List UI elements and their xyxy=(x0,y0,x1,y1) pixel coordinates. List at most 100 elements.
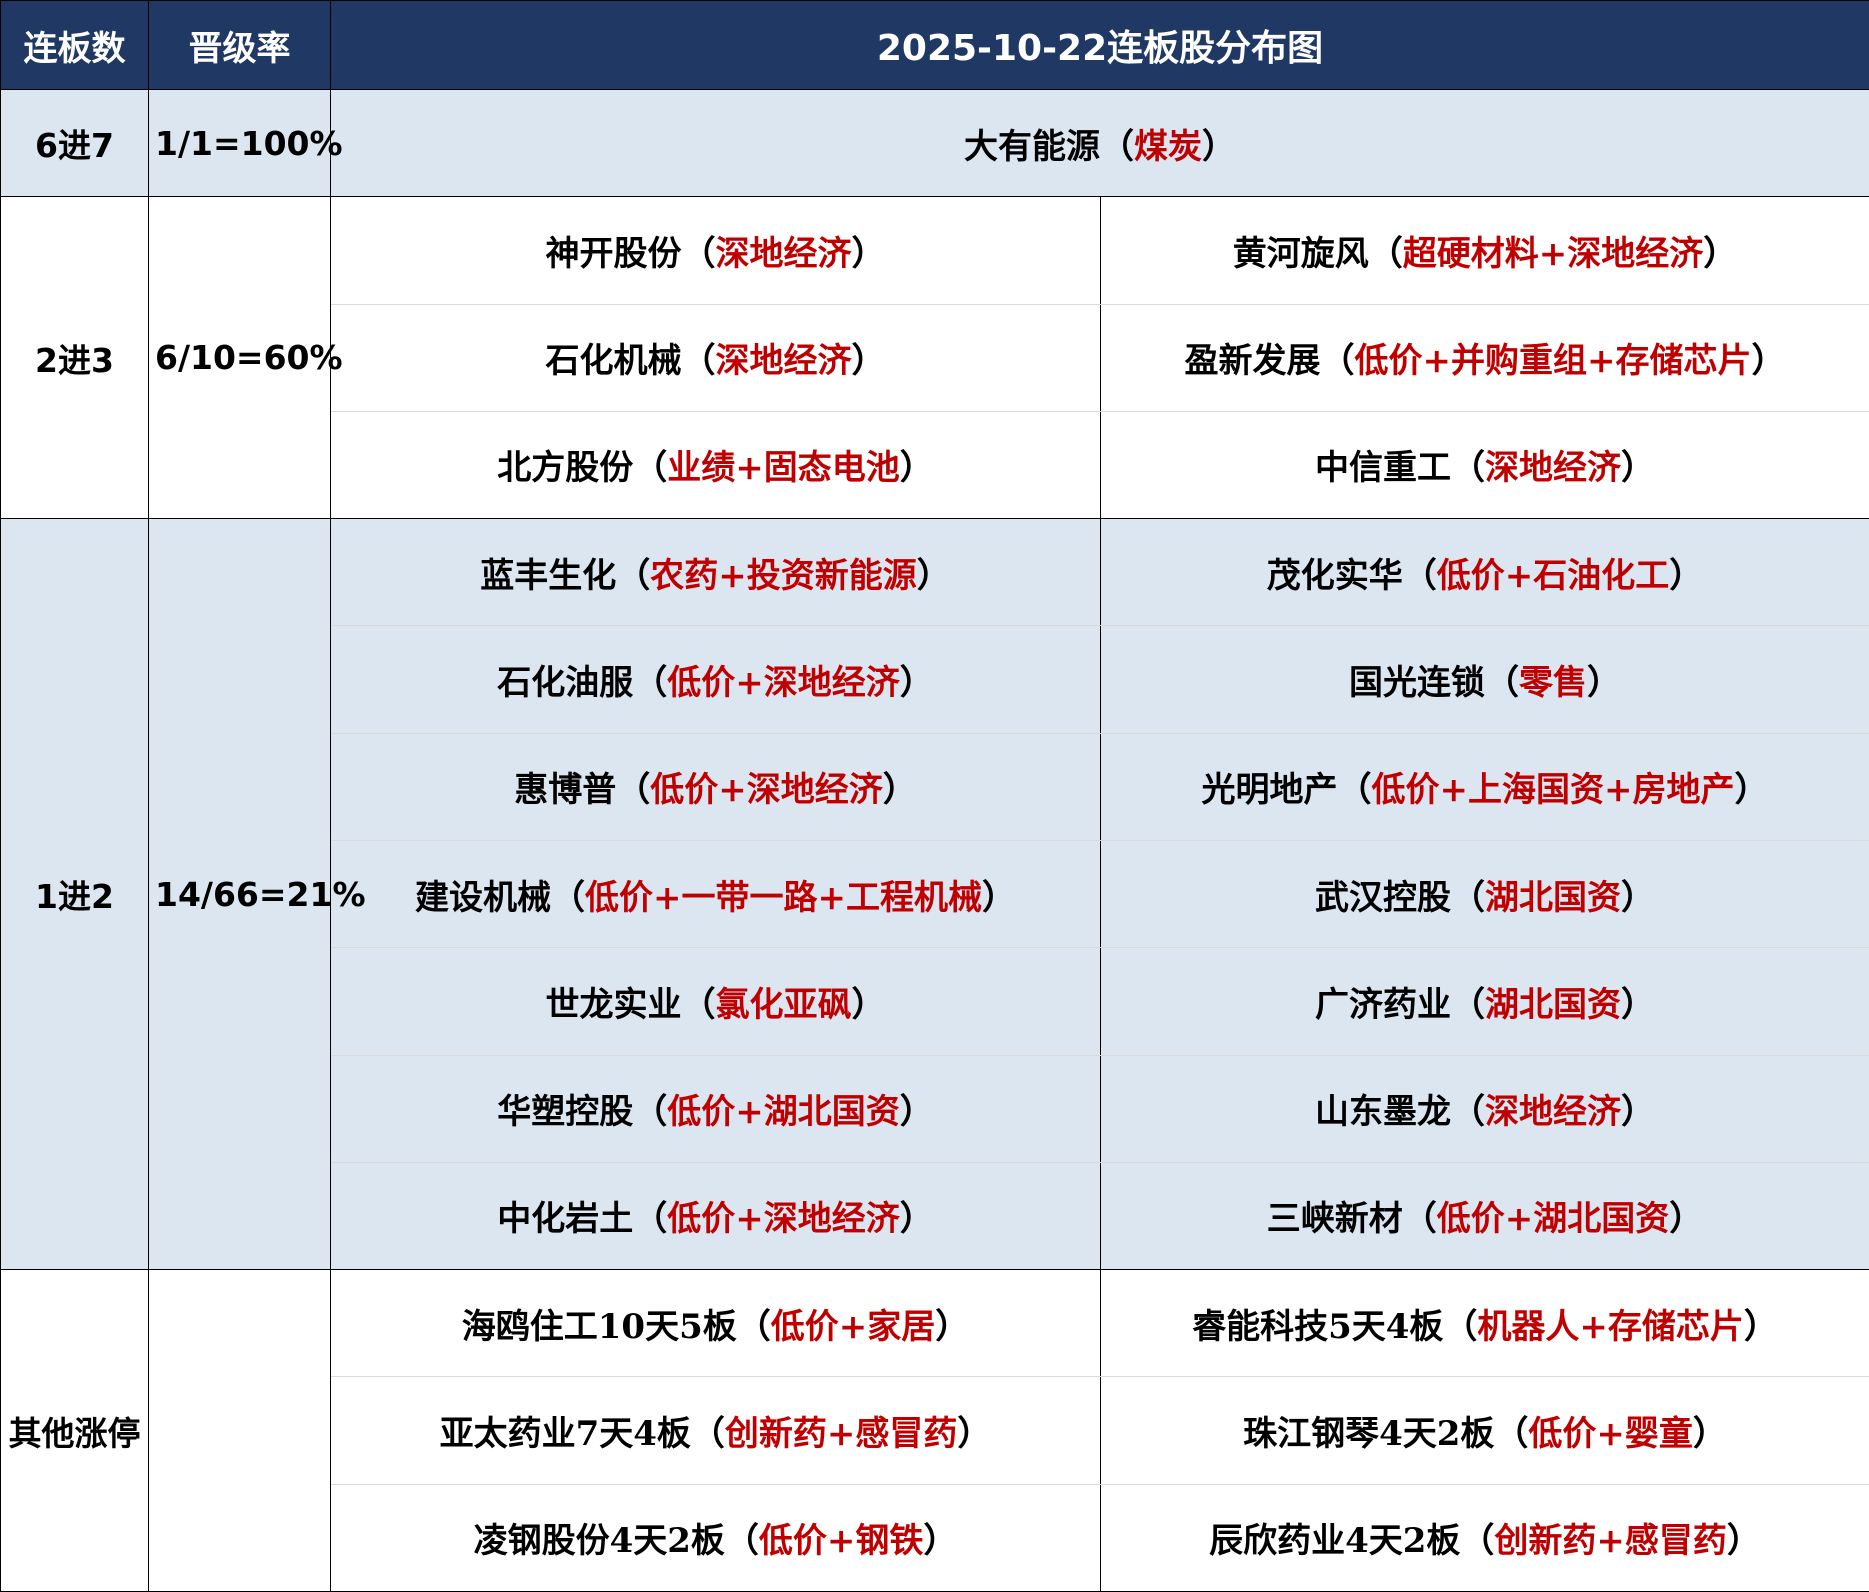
stock-cell-left[interactable]: 北方股份（业绩+固态电池） xyxy=(331,411,1101,518)
stock-tags: 农药+投资新能源 xyxy=(650,556,917,596)
stock-cell-right[interactable]: 三峡新材（低价+湖北国资） xyxy=(1101,1162,1869,1269)
stock-cell-left[interactable]: 建设机械（低价+一带一路+工程机械） xyxy=(331,840,1101,947)
stock-tags: 湖北国资 xyxy=(1485,878,1621,918)
stock-name: 亚太药业7天4板 xyxy=(440,1414,691,1454)
paren-open: （ xyxy=(691,1414,725,1454)
stock-cell-left[interactable]: 石化油服（低价+深地经济） xyxy=(331,626,1101,733)
stock-entry: 国光连锁（零售） xyxy=(1349,663,1621,703)
section-level-label: 2进3 xyxy=(35,341,114,380)
paren-close: ） xyxy=(852,234,886,274)
stock-tags: 低价+深地经济 xyxy=(667,663,900,703)
stock-entry: 光明地产（低价+上海国资+房地产） xyxy=(1202,770,1769,810)
section-rate-label: 1/1=100% xyxy=(155,124,343,163)
stock-tags: 深地经济 xyxy=(716,234,852,274)
paren-close: ） xyxy=(1744,1307,1778,1347)
stock-cell-left[interactable]: 海鸥住工10天5板（低价+家居） xyxy=(331,1270,1101,1377)
stock-entry: 北方股份（业绩+固态电池） xyxy=(497,448,934,488)
paren-close: ） xyxy=(900,663,934,703)
stock-cell-right[interactable]: 珠江钢琴4天2板（低价+婴童） xyxy=(1101,1377,1869,1484)
stock-cell-right[interactable]: 茂化实华（低价+石油化工） xyxy=(1101,519,1869,626)
paren-open: （ xyxy=(682,985,716,1025)
paren-open: （ xyxy=(633,1199,667,1239)
stock-tags: 低价+婴童 xyxy=(1528,1414,1693,1454)
paren-close: ） xyxy=(1202,127,1236,167)
stock-name: 石化油服 xyxy=(497,663,633,703)
paren-close: ） xyxy=(1621,985,1655,1025)
paren-close: ） xyxy=(1621,878,1655,918)
stock-name: 山东墨龙 xyxy=(1315,1092,1451,1132)
stock-entry: 珠江钢琴4天2板（低价+婴童） xyxy=(1243,1414,1727,1454)
stock-entry: 神开股份（深地经济） xyxy=(546,234,886,274)
stock-cell-left[interactable]: 亚太药业7天4板（创新药+感冒药） xyxy=(331,1377,1101,1484)
paren-close: ） xyxy=(900,448,934,488)
stock-tags: 低价+石油化工 xyxy=(1437,556,1670,596)
paren-close: ） xyxy=(1693,1414,1727,1454)
stock-name: 世龙实业 xyxy=(546,985,682,1025)
stock-tags: 低价+湖北国资 xyxy=(667,1092,900,1132)
stock-tags: 深地经济 xyxy=(1485,1092,1621,1132)
stock-name: 广济药业 xyxy=(1315,985,1451,1025)
paren-open: （ xyxy=(1460,1521,1494,1561)
paren-close: ） xyxy=(900,1199,934,1239)
paren-close: ） xyxy=(935,1307,969,1347)
stock-tags: 超硬材料+深地经济 xyxy=(1403,234,1704,274)
paren-open: （ xyxy=(737,1307,771,1347)
paren-open: （ xyxy=(1403,556,1437,596)
stock-tags: 业绩+固态电池 xyxy=(667,448,900,488)
stock-cell-left[interactable]: 华塑控股（低价+湖北国资） xyxy=(331,1055,1101,1162)
section-level-label: 其他涨停 xyxy=(9,1414,141,1453)
stock-cell-right[interactable]: 国光连锁（零售） xyxy=(1101,626,1869,733)
stock-cell-right[interactable]: 中信重工（深地经济） xyxy=(1101,411,1869,518)
stock-cell-left[interactable]: 石化机械（深地经济） xyxy=(331,304,1101,411)
stock-cell-right[interactable]: 光明地产（低价+上海国资+房地产） xyxy=(1101,733,1869,840)
stock-name: 惠博普 xyxy=(514,770,616,810)
section-rate-label: 6/10=60% xyxy=(155,338,343,377)
stock-name: 凌钢股份4天2板 xyxy=(474,1521,725,1561)
stock-cell-right[interactable]: 盈新发展（低价+并购重组+存储芯片） xyxy=(1101,304,1869,411)
paren-open: （ xyxy=(1451,448,1485,488)
stock-entry: 三峡新材（低价+湖北国资） xyxy=(1267,1199,1704,1239)
stock-tags: 创新药+感冒药 xyxy=(725,1414,958,1454)
stock-cell-right[interactable]: 山东墨龙（深地经济） xyxy=(1101,1055,1869,1162)
paren-open: （ xyxy=(616,770,650,810)
stock-name: 中化岩土 xyxy=(497,1199,633,1239)
stock-cell-left[interactable]: 蓝丰生化（农药+投资新能源） xyxy=(331,519,1101,626)
stock-name: 珠江钢琴4天2板 xyxy=(1243,1414,1494,1454)
stock-cell-right[interactable]: 黄河旋风（超硬材料+深地经济） xyxy=(1101,197,1869,304)
section-rate-6jin7: 1/1=100% xyxy=(149,90,331,197)
stock-cell-right[interactable]: 广济药业（湖北国资） xyxy=(1101,948,1869,1055)
paren-open: （ xyxy=(551,878,585,918)
stock-entry: 华塑控股（低价+湖北国资） xyxy=(497,1092,934,1132)
stock-cell-right[interactable]: 辰欣药业4天2板（创新药+感冒药） xyxy=(1101,1484,1869,1591)
stock-tags: 低价+家居 xyxy=(771,1307,936,1347)
stock-cell-left[interactable]: 惠博普（低价+深地经济） xyxy=(331,733,1101,840)
stock-tags: 低价+钢铁 xyxy=(759,1521,924,1561)
stock-tags: 湖北国资 xyxy=(1485,985,1621,1025)
paren-close: ） xyxy=(1703,234,1737,274)
stock-cell-left[interactable]: 中化岩土（低价+深地经济） xyxy=(331,1162,1101,1269)
stock-name: 国光连锁 xyxy=(1349,663,1485,703)
stock-name: 三峡新材 xyxy=(1267,1199,1403,1239)
stock-cell-left[interactable]: 世龙实业（氯化亚砜） xyxy=(331,948,1101,1055)
stock-cell-right[interactable]: 武汉控股（湖北国资） xyxy=(1101,840,1869,947)
stock-entry: 蓝丰生化（农药+投资新能源） xyxy=(480,556,951,596)
stock-cell-left[interactable]: 神开股份（深地经济） xyxy=(331,197,1101,304)
stock-name: 北方股份 xyxy=(497,448,633,488)
stock-name: 石化机械 xyxy=(546,341,682,381)
stock-cell-left[interactable]: 凌钢股份4天2板（低价+钢铁） xyxy=(331,1484,1101,1591)
table-header: 连板数 晋级率 2025-10-22连板股分布图 xyxy=(1,1,1869,90)
stock-entry: 惠博普（低价+深地经济） xyxy=(514,770,917,810)
section-rate-qitazhangting xyxy=(149,1270,331,1592)
stock-name: 黄河旋风 xyxy=(1233,234,1369,274)
paren-open: （ xyxy=(682,234,716,274)
stock-name: 建设机械 xyxy=(415,878,551,918)
paren-close: ） xyxy=(1751,341,1785,381)
stock-name: 大有能源 xyxy=(964,127,1100,167)
paren-open: （ xyxy=(1451,985,1485,1025)
stock-cell-left[interactable]: 大有能源（煤炭） xyxy=(331,90,1869,197)
paren-open: （ xyxy=(682,341,716,381)
stock-cell-right[interactable]: 睿能科技5天4板（机器人+存储芯片） xyxy=(1101,1270,1869,1377)
paren-open: （ xyxy=(1485,663,1519,703)
